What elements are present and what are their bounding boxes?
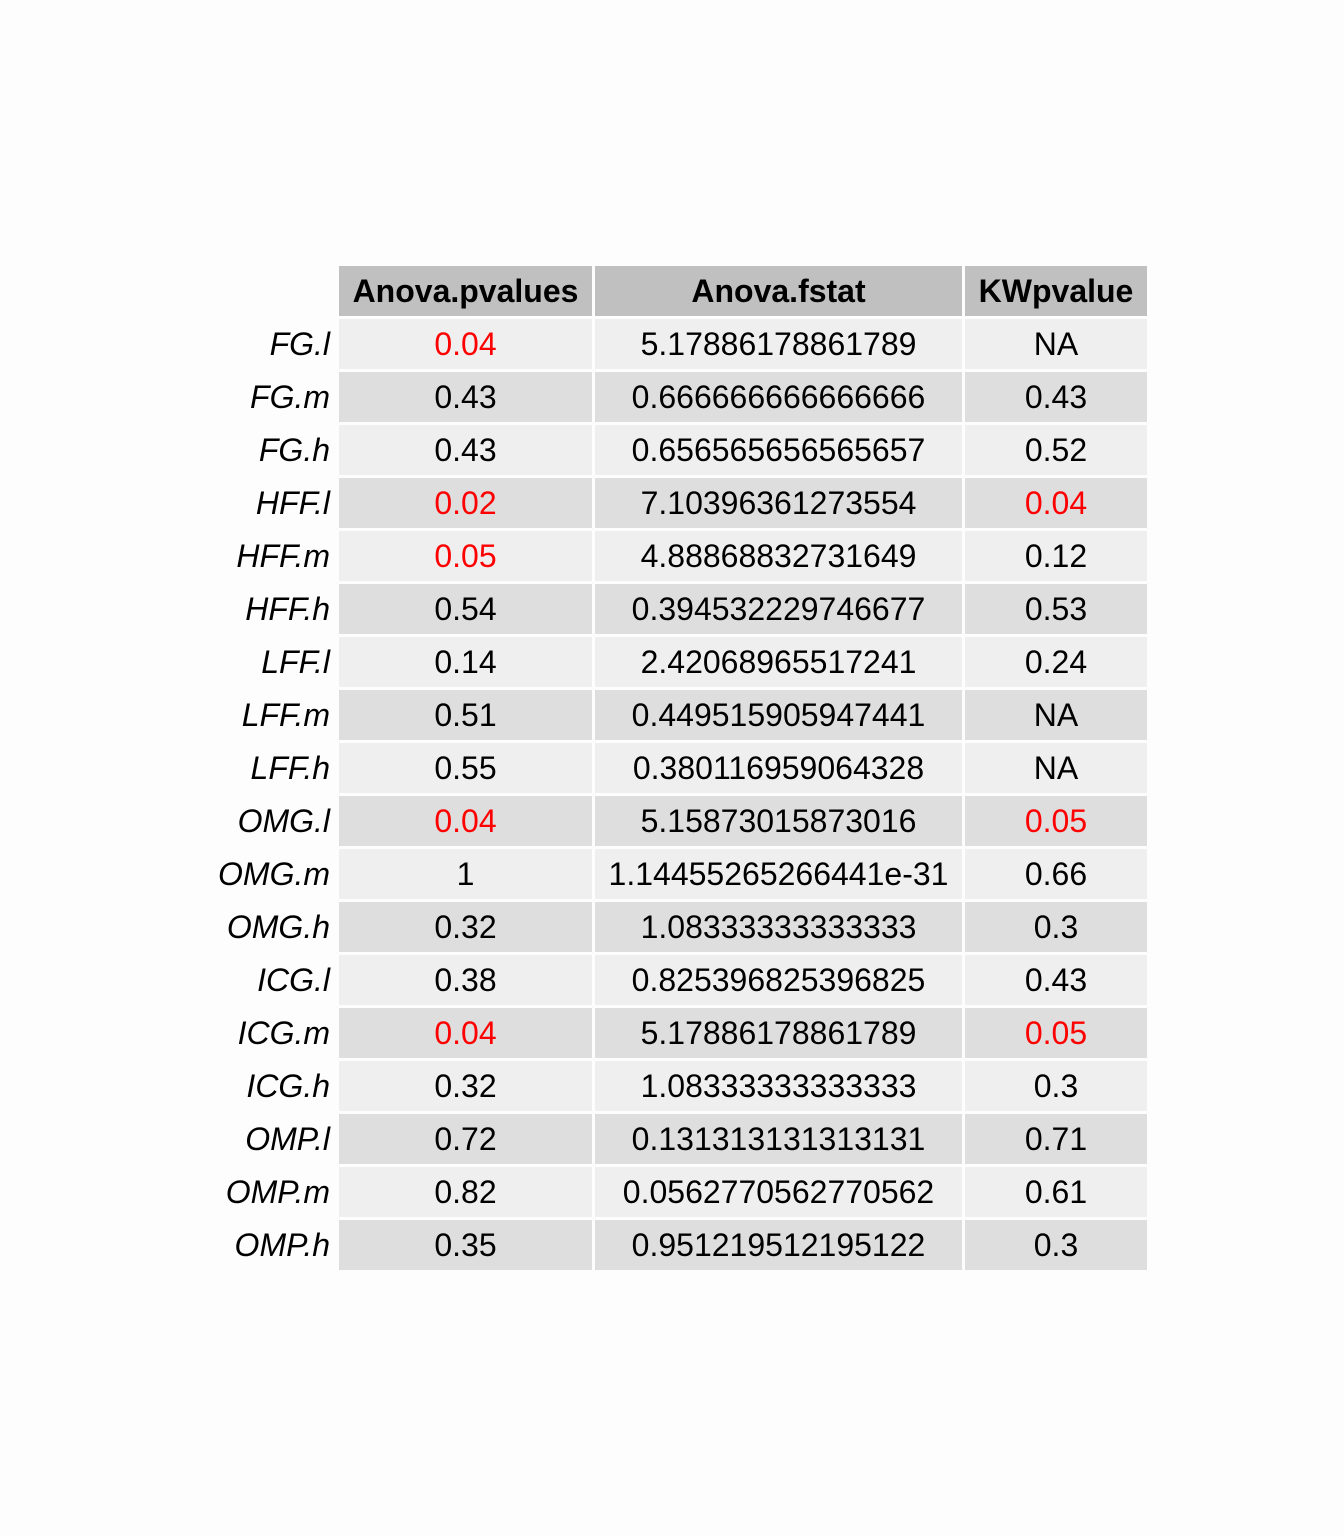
- table-row: HFF.m 0.05 4.88868832731649 0.12: [183, 531, 1147, 581]
- table-cell: 1.14455265266441e-31: [595, 849, 962, 899]
- table-cell: 5.17886178861789: [595, 1008, 962, 1058]
- table-cell: 0.3: [965, 1061, 1147, 1111]
- results-table-container: Anova.pvalues Anova.fstat KWpvalue FG.l 0…: [180, 263, 1150, 1273]
- table-cell: 0.52: [965, 425, 1147, 475]
- table-cell: 4.88868832731649: [595, 531, 962, 581]
- table-row: HFF.h 0.54 0.394532229746677 0.53: [183, 584, 1147, 634]
- table-cell: 0.04: [339, 1008, 592, 1058]
- table-cell: 0.380116959064328: [595, 743, 962, 793]
- table-row: HFF.l 0.02 7.10396361273554 0.04: [183, 478, 1147, 528]
- table-row: OMG.h 0.32 1.08333333333333 0.3: [183, 902, 1147, 952]
- row-label: LFF.m: [241, 696, 330, 733]
- table-cell: 0.14: [339, 637, 592, 687]
- table-cell: 0.24: [965, 637, 1147, 687]
- table-cell: 0.32: [339, 1061, 592, 1111]
- table-cell: 0.05: [965, 1008, 1147, 1058]
- table-cell: 0.666666666666666: [595, 372, 962, 422]
- row-label: OMG.h: [226, 908, 330, 945]
- table-cell: 0.394532229746677: [595, 584, 962, 634]
- table-cell: NA: [965, 319, 1147, 369]
- row-label: ICG.l: [257, 961, 330, 998]
- table-cell: NA: [965, 743, 1147, 793]
- table-row: FG.m 0.43 0.666666666666666 0.43: [183, 372, 1147, 422]
- table-row: LFF.m 0.51 0.449515905947441 NA: [183, 690, 1147, 740]
- row-label: OMP.m: [225, 1173, 330, 1210]
- row-label: FG.h: [258, 431, 330, 468]
- table-cell: 0.04: [339, 319, 592, 369]
- table-cell: 0.05: [339, 531, 592, 581]
- table-cell: 0.449515905947441: [595, 690, 962, 740]
- table-cell: 0.43: [965, 955, 1147, 1005]
- row-label: ICG.m: [237, 1014, 330, 1051]
- table-row: ICG.m 0.04 5.17886178861789 0.05: [183, 1008, 1147, 1058]
- table-cell: 0.656565656565657: [595, 425, 962, 475]
- table-cell: 5.15873015873016: [595, 796, 962, 846]
- row-label: FG.m: [250, 378, 330, 415]
- table-cell: 0.3: [965, 1220, 1147, 1270]
- table-row: LFF.l 0.14 2.42068965517241 0.24: [183, 637, 1147, 687]
- table-cell: 0.32: [339, 902, 592, 952]
- table-row: ICG.l 0.38 0.825396825396825 0.43: [183, 955, 1147, 1005]
- table-cell: 0.53: [965, 584, 1147, 634]
- table-cell: 0.0562770562770562: [595, 1167, 962, 1217]
- table-cell: 0.3: [965, 902, 1147, 952]
- row-label: ICG.h: [246, 1067, 330, 1104]
- table-cell: 0.12: [965, 531, 1147, 581]
- row-label: HFF.h: [245, 590, 330, 627]
- row-label: LFF.h: [250, 749, 330, 786]
- table-row: FG.l 0.04 5.17886178861789 NA: [183, 319, 1147, 369]
- column-header: Anova.fstat: [595, 266, 962, 316]
- table-cell: 0.71: [965, 1114, 1147, 1164]
- table-body: FG.l 0.04 5.17886178861789 NA FG.m 0.43 0.6666…: [183, 319, 1147, 1270]
- row-label: OMP.h: [234, 1226, 330, 1263]
- column-header: Anova.pvalues: [339, 266, 592, 316]
- table-cell: 1.08333333333333: [595, 1061, 962, 1111]
- table-cell: 5.17886178861789: [595, 319, 962, 369]
- table-row: OMG.l 0.04 5.15873015873016 0.05: [183, 796, 1147, 846]
- header-row: Anova.pvalues Anova.fstat KWpvalue: [183, 266, 1147, 316]
- row-label: OMG.m: [218, 855, 330, 892]
- table-cell: 0.131313131313131: [595, 1114, 962, 1164]
- table-cell: 0.54: [339, 584, 592, 634]
- table-row: OMP.h 0.35 0.951219512195122 0.3: [183, 1220, 1147, 1270]
- table-cell: 0.825396825396825: [595, 955, 962, 1005]
- table-cell: 7.10396361273554: [595, 478, 962, 528]
- table-cell: 0.55: [339, 743, 592, 793]
- table-cell: 1.08333333333333: [595, 902, 962, 952]
- table-cell: 0.38: [339, 955, 592, 1005]
- table-row: LFF.h 0.55 0.380116959064328 NA: [183, 743, 1147, 793]
- table-cell: 0.43: [339, 372, 592, 422]
- table-cell: 0.61: [965, 1167, 1147, 1217]
- row-label: FG.l: [269, 325, 330, 362]
- results-table: Anova.pvalues Anova.fstat KWpvalue FG.l 0…: [180, 263, 1150, 1273]
- table-cell: 0.35: [339, 1220, 592, 1270]
- table-cell: 2.42068965517241: [595, 637, 962, 687]
- table-cell: 0.951219512195122: [595, 1220, 962, 1270]
- table-row: FG.h 0.43 0.656565656565657 0.52: [183, 425, 1147, 475]
- table-cell: 0.43: [965, 372, 1147, 422]
- row-label: HFF.m: [236, 537, 330, 574]
- table-row: OMP.m 0.82 0.0562770562770562 0.61: [183, 1167, 1147, 1217]
- table-cell: 0.51: [339, 690, 592, 740]
- header-corner: [183, 266, 336, 316]
- table-cell: 0.02: [339, 478, 592, 528]
- row-label: LFF.l: [261, 643, 330, 680]
- column-header: KWpvalue: [965, 266, 1147, 316]
- table-cell: 1: [339, 849, 592, 899]
- table-cell: 0.66: [965, 849, 1147, 899]
- row-label: OMP.l: [245, 1120, 330, 1157]
- row-label: OMG.l: [237, 802, 330, 839]
- table-cell: 0.05: [965, 796, 1147, 846]
- table-cell: 0.04: [339, 796, 592, 846]
- table-cell: 0.04: [965, 478, 1147, 528]
- table-cell: NA: [965, 690, 1147, 740]
- table-row: OMP.l 0.72 0.131313131313131 0.71: [183, 1114, 1147, 1164]
- row-label: HFF.l: [255, 484, 330, 521]
- table-cell: 0.72: [339, 1114, 592, 1164]
- table-row: OMG.m 1 1.14455265266441e-31 0.66: [183, 849, 1147, 899]
- table-cell: 0.43: [339, 425, 592, 475]
- table-cell: 0.82: [339, 1167, 592, 1217]
- table-row: ICG.h 0.32 1.08333333333333 0.3: [183, 1061, 1147, 1111]
